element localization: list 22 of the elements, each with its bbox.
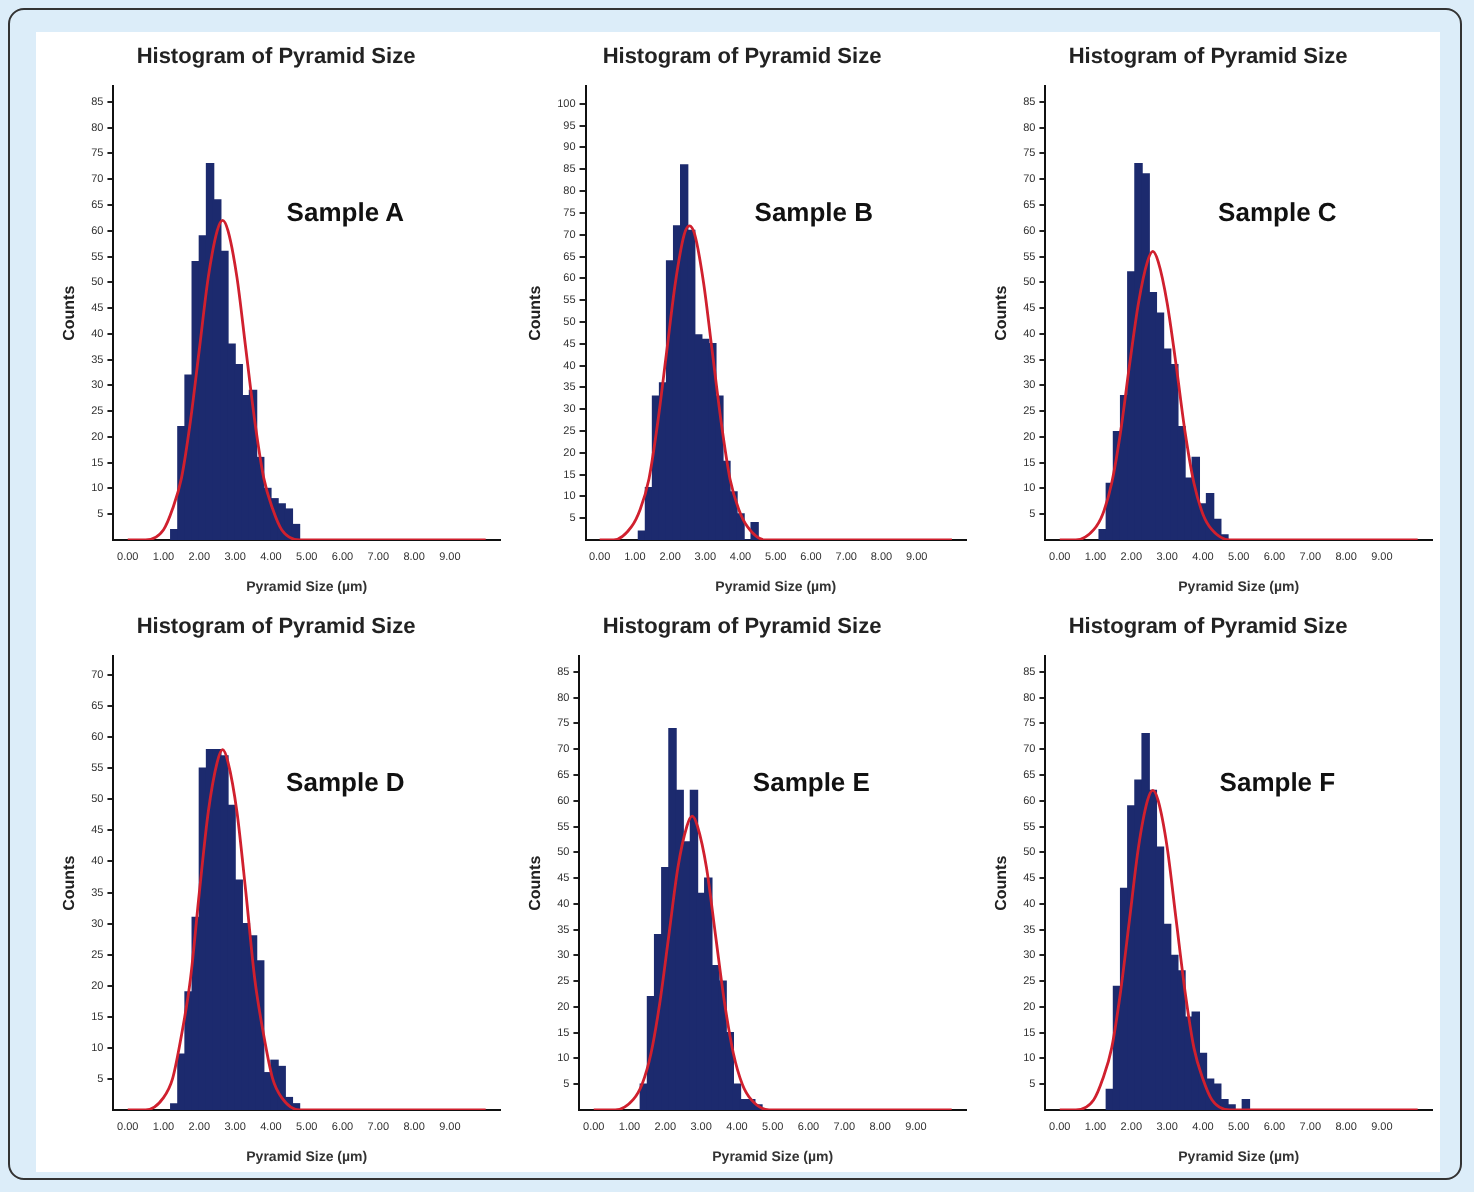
y-axis-title: Counts (992, 284, 1011, 341)
y-axis-title: Counts (526, 284, 545, 341)
line-series (126, 748, 488, 1110)
annotation: Sample F (1219, 766, 1336, 797)
line-series (592, 814, 954, 1110)
chart-title: Histogram of Pyramid Size (1068, 615, 1348, 640)
chart-title: Histogram of Pyramid Size (602, 615, 882, 640)
y-axis-title: Counts (60, 854, 79, 911)
chart-title: Histogram of Pyramid Size (1068, 45, 1348, 70)
y-axis-title: Counts (60, 284, 79, 341)
annotation: Sample B (754, 196, 874, 227)
chart-title: Histogram of Pyramid Size (602, 45, 882, 70)
annotation: Sample A (286, 196, 406, 227)
chart-title: Histogram of Pyramid Size (136, 615, 416, 640)
chart-title: Histogram of Pyramid Size (136, 45, 416, 70)
annotation: Sample D (286, 766, 405, 797)
annotation: Sample E (752, 766, 871, 797)
y-axis-title: Counts (526, 854, 545, 911)
line-series (598, 224, 954, 540)
annotation: Sample C (1218, 196, 1338, 227)
line-series (1058, 249, 1420, 540)
y-axis-title: Counts (992, 854, 1011, 911)
